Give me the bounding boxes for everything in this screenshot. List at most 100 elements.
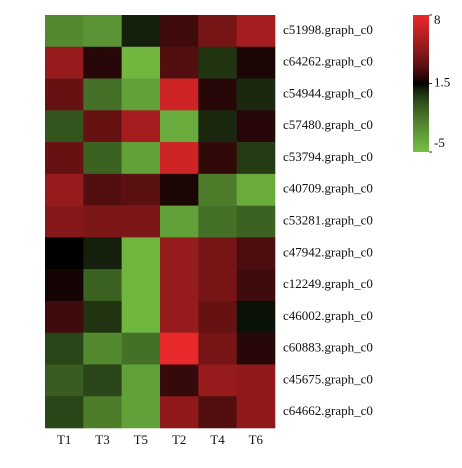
heatmap-cell (121, 269, 161, 302)
row-label: c40709.graph_c0 (283, 181, 373, 196)
heatmap-cell (236, 205, 276, 238)
heatmap-cell (45, 205, 84, 238)
heatmap-cell (160, 237, 199, 270)
heatmap-cell (121, 110, 161, 143)
heatmap-cell (236, 173, 276, 206)
heatmap-cell (45, 332, 84, 365)
heatmap-cell (236, 78, 276, 111)
column-label: T3 (95, 432, 109, 447)
heatmap-cell (45, 364, 84, 397)
row-label: c47942.graph_c0 (283, 244, 373, 259)
heatmap-cell (236, 269, 276, 302)
heatmap-cell (83, 396, 122, 429)
heatmap-cell (83, 46, 122, 79)
heatmap-cell (121, 300, 161, 333)
heatmap-cell (121, 396, 161, 429)
heatmap-cell (160, 396, 199, 429)
heatmap-cell (198, 78, 237, 111)
heatmap-cell (121, 78, 161, 111)
heatmap-cell (198, 332, 237, 365)
heatmap-cell (121, 205, 161, 238)
heatmap-cell (160, 364, 199, 397)
heatmap-cell (198, 364, 237, 397)
heatmap-cell (45, 15, 84, 48)
heatmap-cell (45, 142, 84, 175)
heatmap-cell (121, 332, 161, 365)
heatmap-cell (83, 15, 122, 48)
heatmap-cell (83, 332, 122, 365)
row-label: c51998.graph_c0 (283, 22, 373, 37)
row-label: c53794.graph_c0 (283, 149, 373, 164)
heatmap-cell (236, 142, 276, 175)
row-label: c45675.graph_c0 (283, 371, 373, 386)
heatmap-cell (83, 364, 122, 397)
heatmap-cell (121, 15, 161, 48)
heatmap-cell (45, 237, 84, 270)
heatmap-cell (160, 300, 199, 333)
heatmap-cell (198, 396, 237, 429)
heatmap-cell (45, 269, 84, 302)
row-label: c12249.graph_c0 (283, 276, 373, 291)
heatmap-cell (236, 237, 276, 270)
column-label: T1 (57, 432, 71, 447)
row-label: c46002.graph_c0 (283, 308, 373, 323)
heatmap-cell (121, 364, 161, 397)
heatmap-cell (236, 332, 276, 365)
row-label: c57480.graph_c0 (283, 117, 373, 132)
heatmap-cell (83, 142, 122, 175)
heatmap-cell (236, 396, 276, 429)
heatmap-cell (160, 173, 199, 206)
heatmap-cell (121, 173, 161, 206)
heatmap-cell (83, 269, 122, 302)
row-label: c54944.graph_c0 (283, 85, 373, 100)
heatmap-cell (160, 46, 199, 79)
heatmap-cell (160, 332, 199, 365)
row-label: c53281.graph_c0 (283, 212, 373, 227)
heatmap-cell (160, 269, 199, 302)
heatmap-cell (198, 237, 237, 270)
heatmap-cell (198, 269, 237, 302)
heatmap-cell (198, 142, 237, 175)
heatmap-cell (83, 78, 122, 111)
colorbar-tick-label: 8 (434, 12, 441, 27)
heatmap-cell (236, 110, 276, 143)
heatmap-cell (45, 396, 84, 429)
colorbar-tick-label: 1.5 (434, 74, 450, 89)
heatmap-cell (83, 237, 122, 270)
heatmap-cell (236, 46, 276, 79)
row-label: c64262.graph_c0 (283, 54, 373, 69)
heatmap-cell (45, 110, 84, 143)
heatmap-cell (45, 46, 84, 79)
heatmap-cell (160, 15, 199, 48)
heatmap-cell (198, 205, 237, 238)
row-label: c64662.graph_c0 (283, 403, 373, 418)
heatmap-cell (198, 46, 237, 79)
column-label: T2 (172, 432, 186, 447)
heatmap-cell (160, 78, 199, 111)
heatmap-cell (83, 173, 122, 206)
colorbar (413, 15, 429, 152)
column-label: T5 (134, 432, 148, 447)
heatmap-cell (160, 142, 199, 175)
heatmap-cell (160, 205, 199, 238)
heatmap-cell (236, 364, 276, 397)
heatmap-cell (198, 173, 237, 206)
heatmap-cell (121, 237, 161, 270)
row-label: c60883.graph_c0 (283, 340, 373, 355)
heatmap-cell (121, 46, 161, 79)
heatmap-cell (198, 110, 237, 143)
heatmap-cell (198, 300, 237, 333)
heatmap-cell (45, 300, 84, 333)
heatmap-cell (121, 142, 161, 175)
heatmap-cell (83, 110, 122, 143)
colorbar-tick-label: -5 (434, 135, 445, 150)
column-label: T4 (210, 432, 225, 447)
heatmap-cell (83, 300, 122, 333)
heatmap-cell (236, 300, 276, 333)
heatmap-cell (45, 173, 84, 206)
heatmap-cell (198, 15, 237, 48)
heatmap-cell (160, 110, 199, 143)
heatmap-cell (83, 205, 122, 238)
heatmap-cell (236, 15, 276, 48)
